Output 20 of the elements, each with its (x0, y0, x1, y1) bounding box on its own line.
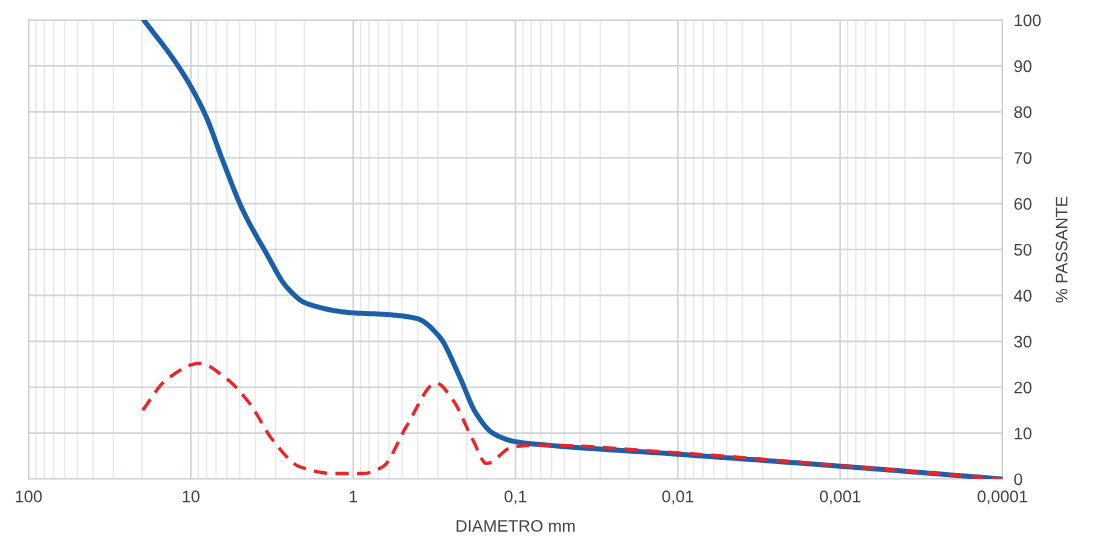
y-tick-label: 50 (1014, 243, 1032, 256)
y-tick-label: 60 (1014, 198, 1032, 210)
x-tick-label: 100 (15, 490, 42, 503)
y-tick-label: 20 (1014, 381, 1032, 394)
y-tick-label: 80 (1014, 106, 1032, 119)
y-tick-label: 40 (1013, 289, 1032, 302)
y-tick-label: 30 (1014, 335, 1032, 348)
y-tick-label: 70 (1014, 152, 1032, 164)
x-tick-label: 0,1 (504, 490, 527, 505)
x-tick-label: 0,01 (662, 490, 694, 505)
y-tick-label: 100 (1014, 14, 1041, 27)
y-tick-label: 0 (1014, 473, 1023, 486)
x-tick-label: 0,0001 (977, 490, 1028, 505)
y-tick-label: 10 (1014, 427, 1032, 440)
x-tick-label: 1 (349, 490, 358, 503)
x-tick-label: 10 (182, 490, 200, 503)
x-tick-label: 0,001 (819, 490, 861, 505)
x-axis-title: DIAMETRO mm (456, 520, 575, 532)
y-tick-label: 90 (1014, 60, 1032, 73)
y-axis-title: % PASSANTE (1055, 196, 1068, 303)
